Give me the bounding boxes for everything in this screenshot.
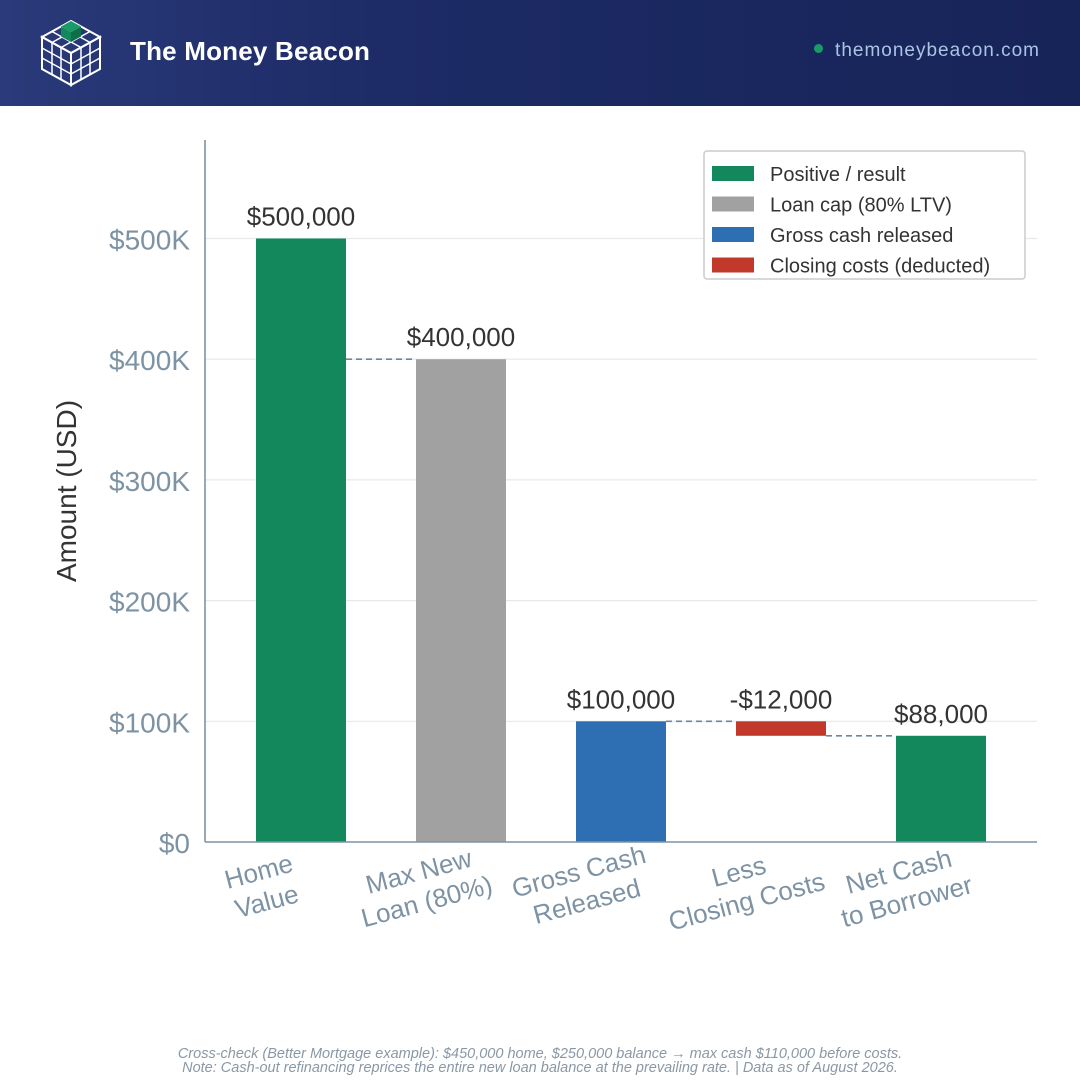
footer-note: Note: Cash-out refinancing reprices the … <box>182 1060 898 1076</box>
legend-label: Positive / result <box>770 164 906 186</box>
value-label: $500,000 <box>247 202 355 232</box>
bar <box>576 721 666 842</box>
y-tick-label: $0 <box>159 828 190 859</box>
site-url[interactable]: themoneybeacon.com <box>814 40 1040 62</box>
legend-swatch <box>712 166 754 181</box>
value-label: $88,000 <box>894 699 988 729</box>
x-tick-label: LessClosing Costs <box>657 836 828 936</box>
bar <box>256 238 346 842</box>
waterfall-chart: $0 $100K $200K $300K $400K $500K Amount (USD) H… <box>51 140 1037 936</box>
y-tick-label: $200K <box>109 587 190 618</box>
legend-label: Closing costs (deducted) <box>770 256 990 278</box>
legend-box <box>703 150 1026 280</box>
y-tick-label: $500K <box>109 225 190 256</box>
header-bar: The Money Beacon themoneybeacon.com <box>0 0 1080 106</box>
x-tick-label: Gross CashReleased <box>508 839 656 933</box>
legend-swatch <box>712 227 754 242</box>
legend-swatch <box>712 257 754 273</box>
brand-name: The Money Beacon <box>130 36 371 66</box>
y-tick-label: $100K <box>109 707 190 738</box>
legend-label: Loan cap (80% LTV) <box>770 195 952 217</box>
dot-icon <box>814 44 824 54</box>
x-tick-label: Max NewLoan (80%) <box>350 839 496 933</box>
bar <box>896 735 986 842</box>
y-axis-title: Amount (USD) <box>51 400 82 582</box>
cube-grid-icon <box>39 19 103 87</box>
site-url-text: themoneybeacon.com <box>835 40 1040 61</box>
value-label: $100,000 <box>567 684 675 714</box>
x-tick-label: HomeValue <box>221 848 304 925</box>
x-tick-label: Net Cashto Borrower <box>830 839 976 933</box>
bar <box>736 721 826 736</box>
footer-cross-check: Cross-check (Better Mortgage example): $… <box>177 1046 903 1062</box>
y-tick-label: $400K <box>109 345 190 376</box>
legend: Positive / result Loan cap (80% LTV) Gross… <box>703 150 1026 280</box>
y-tick-label: $300K <box>109 466 190 497</box>
legend-swatch <box>712 196 754 212</box>
bar <box>416 359 506 842</box>
connectors <box>346 358 896 737</box>
legend-label: Gross cash released <box>770 225 953 247</box>
bars <box>256 238 986 842</box>
value-label: -$12,000 <box>730 684 833 714</box>
value-label: $400,000 <box>407 322 515 352</box>
value-labels: $500,000 $400,000 $100,000 -$12,000 $88,000 <box>247 202 988 729</box>
